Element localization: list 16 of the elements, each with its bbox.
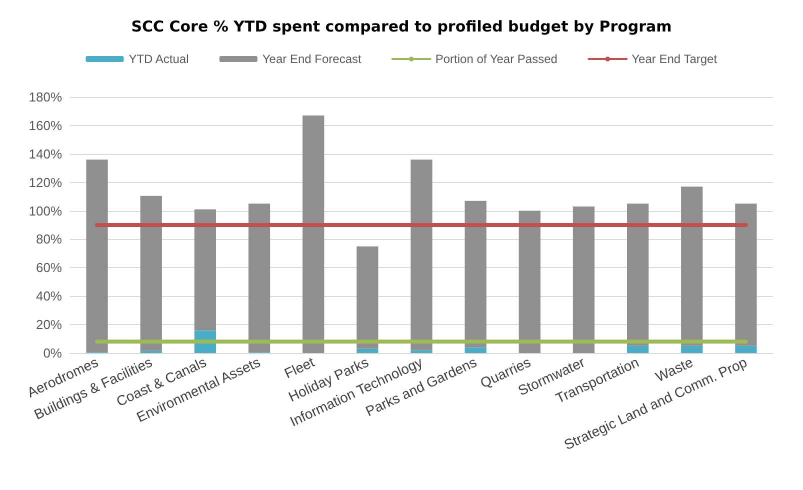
legend-label: Year End Forecast xyxy=(262,52,362,66)
y-tick-label: 100% xyxy=(28,203,62,218)
x-tick-label: Fleet xyxy=(282,354,317,382)
y-tick-label: 0% xyxy=(43,346,62,360)
y-tick-label: 120% xyxy=(28,174,62,190)
y-tick-label: 20% xyxy=(36,317,62,332)
y-tick-label: 160% xyxy=(28,118,62,133)
y-tick-label: 40% xyxy=(36,288,62,304)
y-tick-label: 180% xyxy=(28,90,62,104)
legend-label: Year End Target xyxy=(632,52,718,66)
y-tick-label: 60% xyxy=(36,260,62,276)
y-tick-label: 80% xyxy=(36,232,62,247)
chart-title: SCC Core % YTD spent compared to profiled budget by Program xyxy=(131,18,672,36)
y-tick-label: 140% xyxy=(28,146,62,162)
legend-label: YTD Actual xyxy=(128,52,189,66)
legend-label: Portion of Year Passed xyxy=(435,52,558,66)
